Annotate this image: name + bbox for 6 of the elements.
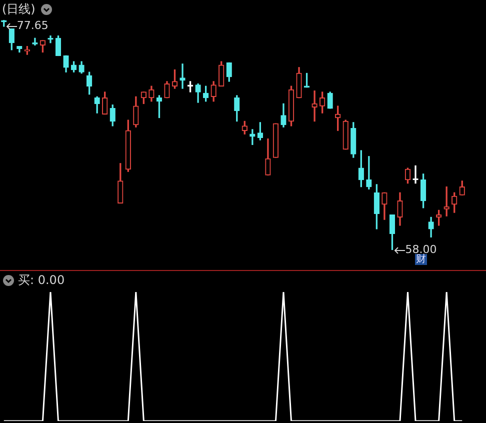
candlestick [180,64,186,89]
annotation: 77.65 [16,19,48,32]
text: 财 [415,254,428,265]
candlestick [312,90,318,122]
chart-title: (日线) [2,1,36,18]
chart-title: 买: 0.00 [18,272,65,289]
